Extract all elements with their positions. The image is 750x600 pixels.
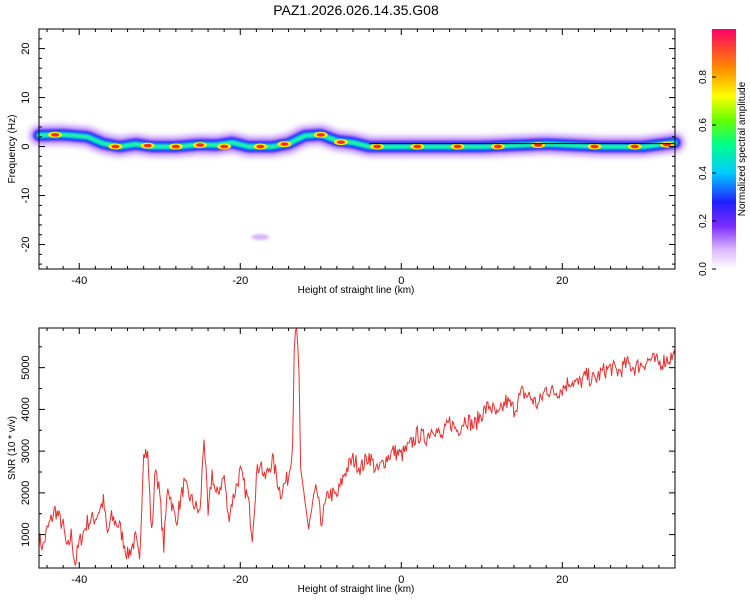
spectrogram-peak bbox=[493, 144, 502, 149]
x-tick-label: -40 bbox=[71, 574, 87, 586]
y-tick-label: 20 bbox=[20, 42, 32, 54]
spectrogram-panel: -40 -20 0 20 -20 -10 0 10 20 Height of straight… bbox=[7, 28, 686, 296]
y-tick-label: 2000 bbox=[20, 481, 32, 505]
x-tick-label: -20 bbox=[232, 574, 248, 586]
colorbar: 0.0 0.2 0.4 0.6 0.8 Normalized spectral ampl… bbox=[698, 29, 748, 276]
y-tick-label: 5000 bbox=[20, 355, 32, 379]
colorbar-ticks: 0.0 0.2 0.4 0.6 0.8 bbox=[698, 70, 716, 276]
snr-x-label: Height of straight line (km) bbox=[298, 584, 415, 595]
spectrogram-peak bbox=[143, 143, 152, 148]
spectrogram-peak bbox=[220, 144, 229, 149]
y-tick-label: 0 bbox=[20, 143, 32, 149]
spectrogram-heatmap bbox=[28, 123, 686, 241]
spectrogram-peak bbox=[534, 143, 543, 147]
spectrogram-peak bbox=[51, 132, 60, 137]
y-tick-label: 1000 bbox=[20, 522, 32, 546]
spectrogram-peak bbox=[413, 144, 422, 149]
colorbar-tick-label: 0.4 bbox=[698, 166, 709, 180]
snr-frame bbox=[38, 327, 676, 569]
spectrogram-peak bbox=[453, 144, 462, 149]
spectrogram-peak bbox=[171, 144, 180, 149]
colorbar-gradient bbox=[712, 29, 736, 269]
spectrogram-peak bbox=[336, 140, 345, 144]
y-tick-label: 3000 bbox=[20, 439, 32, 463]
x-tick-label: 20 bbox=[556, 574, 568, 586]
snr-y-axis: 1000 2000 3000 4000 5000 bbox=[20, 346, 675, 556]
spectrogram-peak bbox=[316, 132, 325, 137]
spectrogram-x-axis: -40 -20 0 20 bbox=[46, 29, 676, 287]
x-tick-label: 0 bbox=[398, 574, 404, 586]
colorbar-tick-label: 0.8 bbox=[698, 70, 709, 84]
spectrogram-peak bbox=[280, 142, 289, 146]
spectrogram-peak bbox=[630, 144, 639, 149]
chart-title: PAZ1.2026.026.14.35.G08 bbox=[273, 2, 439, 18]
spectrogram-peak bbox=[111, 144, 120, 149]
snr-series-line bbox=[38, 327, 676, 568]
spectrogram-x-label: Height of straight line (km) bbox=[298, 285, 415, 296]
colorbar-tick-label: 0.0 bbox=[698, 262, 709, 276]
spectrogram-peak bbox=[590, 144, 599, 149]
x-tick-label: 0 bbox=[398, 275, 404, 287]
colorbar-label: Normalized spectral amplitude bbox=[737, 81, 748, 216]
y-tick-label: -10 bbox=[20, 188, 32, 204]
x-tick-label: -20 bbox=[232, 275, 248, 287]
spectrogram-y-axis: -20 -10 0 10 20 bbox=[20, 28, 675, 265]
spectrogram-frame bbox=[38, 28, 676, 270]
spectrogram-isolated-blob bbox=[251, 234, 270, 241]
spectrogram-peak bbox=[256, 144, 265, 149]
y-tick-label: 10 bbox=[20, 91, 32, 103]
x-tick-label: 20 bbox=[556, 275, 568, 287]
spectrogram-peak bbox=[196, 143, 205, 147]
snr-panel: -40 -20 0 20 1000 2000 3000 4000 5000 Height of… bbox=[7, 327, 676, 595]
colorbar-tick-label: 0.2 bbox=[698, 214, 709, 228]
y-tick-label: -20 bbox=[20, 237, 32, 253]
colorbar-tick-label: 0.6 bbox=[698, 118, 709, 132]
snr-y-label: SNR (10 * v/v) bbox=[7, 416, 18, 480]
x-tick-label: -40 bbox=[71, 275, 87, 287]
snr-x-axis: -40 -20 0 20 bbox=[46, 328, 676, 586]
spectrogram-y-label: Frequency (Hz) bbox=[7, 115, 18, 184]
spectrogram-peak bbox=[373, 144, 382, 149]
y-tick-label: 4000 bbox=[20, 397, 32, 421]
